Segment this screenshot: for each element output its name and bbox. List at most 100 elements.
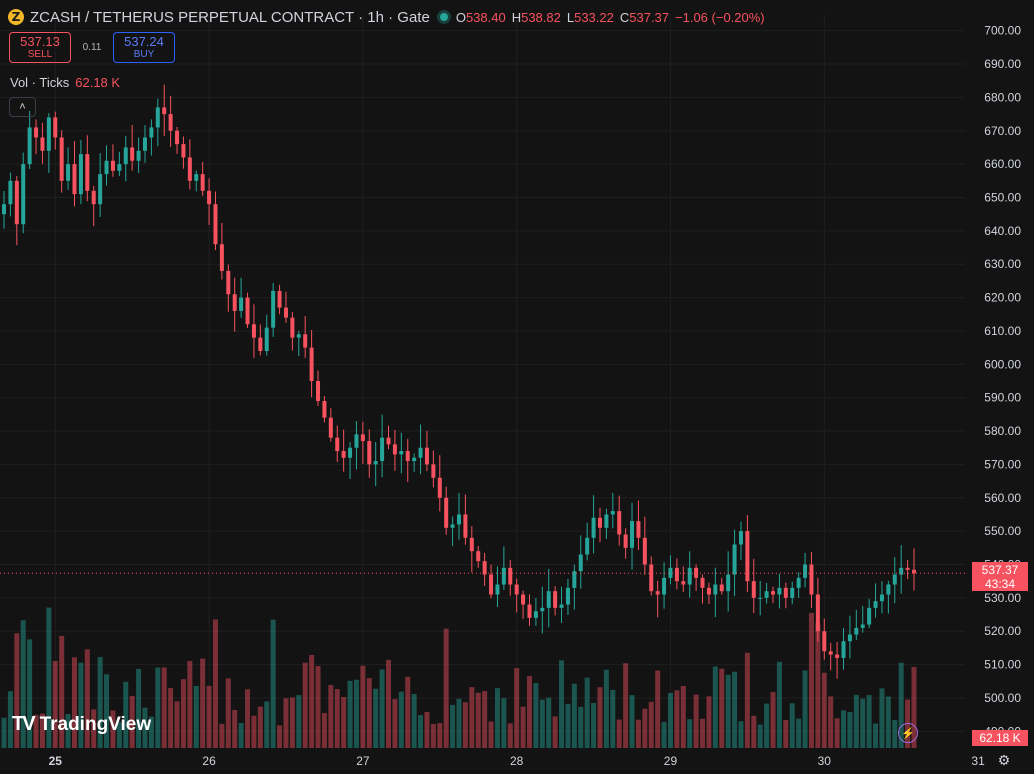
price-tick-label: 700.00 bbox=[984, 24, 1021, 38]
volume-bar bbox=[873, 723, 879, 748]
volume-bar bbox=[603, 669, 609, 748]
candle-body bbox=[367, 441, 372, 465]
volume-bar bbox=[437, 723, 443, 748]
volume-bar bbox=[520, 706, 526, 748]
candle-body bbox=[476, 551, 481, 562]
volume-bar bbox=[552, 716, 558, 748]
price-tick-label: 680.00 bbox=[984, 90, 1021, 104]
candle-body bbox=[847, 634, 852, 642]
volume-bar bbox=[232, 709, 238, 748]
time-tick-label: 25 bbox=[49, 754, 63, 768]
volume-bar bbox=[411, 693, 417, 748]
candle-body bbox=[514, 584, 519, 595]
candle-body bbox=[392, 444, 397, 455]
chevron-up-icon[interactable]: ˄ bbox=[9, 97, 36, 117]
price-tick-label: 690.00 bbox=[984, 57, 1021, 71]
chart-grid bbox=[0, 14, 979, 748]
candle-body bbox=[418, 447, 423, 458]
volume-bar bbox=[257, 706, 263, 748]
price-tick-label: 550.00 bbox=[984, 524, 1021, 538]
volume-bar bbox=[277, 725, 283, 748]
candle-body bbox=[380, 437, 385, 462]
candle-body bbox=[681, 581, 686, 585]
price-tick-label: 630.00 bbox=[984, 257, 1021, 271]
volume-bar bbox=[129, 695, 135, 748]
volume-bar bbox=[469, 687, 475, 748]
candle-body bbox=[879, 594, 884, 602]
candle-body bbox=[399, 451, 404, 455]
ohlc-low-value: 533.22 bbox=[574, 9, 614, 25]
volume-bar bbox=[661, 721, 667, 748]
candle-body bbox=[815, 594, 820, 632]
trade-buttons: 537.13 SELL 0.11 537.24 BUY bbox=[9, 32, 175, 63]
time-axis: 25 26 27 28 29 30 31 bbox=[49, 754, 985, 768]
candle-body bbox=[431, 464, 436, 478]
volume-bar bbox=[443, 628, 449, 748]
volume-bar bbox=[386, 659, 392, 748]
volume-bar bbox=[110, 710, 116, 748]
volume-bar bbox=[392, 699, 398, 748]
volume-bar bbox=[296, 695, 302, 748]
candle-body bbox=[46, 117, 51, 151]
volume-legend[interactable]: Vol · Ticks 62.18 K bbox=[10, 75, 120, 90]
zcash-coin-icon: Z bbox=[8, 9, 24, 25]
candle-body bbox=[110, 160, 115, 171]
volume-bar bbox=[757, 724, 763, 748]
volume-bar bbox=[270, 619, 276, 748]
volume-bar bbox=[315, 666, 321, 748]
lightning-icon[interactable]: ⚡ bbox=[898, 723, 918, 743]
gear-icon[interactable]: ⚙ bbox=[997, 751, 1011, 768]
volume-bar bbox=[161, 667, 167, 748]
tradingview-logo[interactable]: TV TradingView bbox=[12, 713, 151, 736]
candle-body bbox=[905, 567, 910, 570]
candle-body bbox=[219, 244, 224, 271]
candle-body bbox=[245, 297, 250, 325]
volume-bar bbox=[667, 692, 673, 748]
price-tick-label: 640.00 bbox=[984, 224, 1021, 238]
ohlc-change-value: −1.06 (−0.20%) bbox=[675, 9, 765, 25]
candle-body bbox=[482, 561, 487, 575]
symbol-title[interactable]: ZCASH / TETHERUS PERPETUAL CONTRACT · 1h… bbox=[30, 8, 430, 26]
volume-bar bbox=[879, 688, 885, 748]
current-price-value: 537.37 bbox=[981, 563, 1019, 577]
volume-bar bbox=[59, 635, 65, 748]
candle-body bbox=[662, 577, 667, 595]
volume-bar bbox=[725, 674, 731, 748]
volume-bar bbox=[168, 688, 174, 748]
volume-bar bbox=[456, 698, 462, 748]
candle-body bbox=[168, 114, 173, 131]
volume-bar bbox=[136, 668, 142, 748]
volume-bar bbox=[71, 657, 77, 748]
volume-bar bbox=[347, 680, 353, 748]
sell-button[interactable]: 537.13 SELL bbox=[9, 32, 71, 63]
buy-button[interactable]: 537.24 BUY bbox=[113, 32, 175, 63]
tradingview-logo-icon: TV bbox=[12, 713, 36, 735]
candle-body bbox=[194, 174, 199, 181]
candle-body bbox=[450, 524, 455, 528]
candle-body bbox=[8, 180, 13, 205]
candle-body bbox=[239, 297, 244, 311]
candle-body bbox=[469, 537, 474, 552]
volume-bar bbox=[693, 694, 699, 748]
candle-body bbox=[283, 307, 288, 318]
candle-body bbox=[713, 584, 718, 595]
current-volume-label: 62.18 K bbox=[972, 730, 1028, 746]
candle-body bbox=[706, 587, 711, 595]
volume-bar bbox=[65, 713, 71, 748]
volume-bar bbox=[84, 649, 90, 748]
candle-body bbox=[803, 564, 808, 578]
candle-body bbox=[360, 434, 365, 442]
volume-legend-label: Vol · Ticks bbox=[10, 75, 70, 90]
candle-body bbox=[572, 571, 577, 588]
volume-bar bbox=[514, 668, 520, 748]
candle-body bbox=[764, 591, 769, 598]
volume-bar bbox=[206, 685, 212, 748]
sell-label: SELL bbox=[27, 48, 53, 60]
candle-body bbox=[354, 434, 359, 448]
candle-body bbox=[758, 597, 763, 599]
candle-body bbox=[373, 461, 378, 465]
buy-price: 537.24 bbox=[124, 33, 164, 49]
price-axis: 490.00500.00510.00520.00530.00540.00550.… bbox=[966, 0, 1034, 774]
candle-body bbox=[892, 574, 897, 585]
